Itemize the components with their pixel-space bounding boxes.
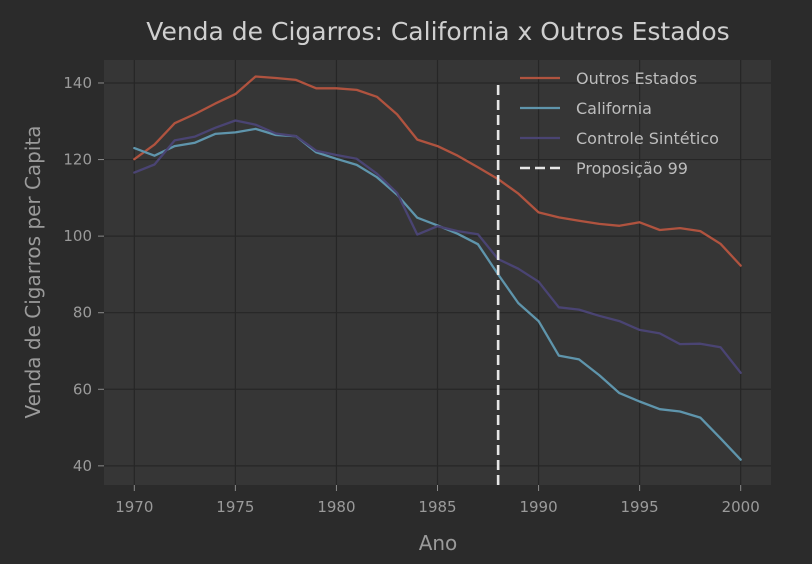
legend: Outros Estados California Controle Sintéti… (520, 69, 719, 178)
series-layer (133, 75, 742, 485)
legend-label: Proposição 99 (576, 159, 688, 178)
x-tick-label: 2000 (722, 498, 760, 516)
x-axis-label: Ano (419, 531, 458, 555)
legend-label: Controle Sintético (576, 129, 719, 148)
y-tick-label: 100 (63, 227, 92, 245)
y-tick-label: 140 (63, 74, 92, 92)
ticks: 1970 1975 1980 1985 1990 1995 2000 40 60 80 100 120… (63, 74, 759, 516)
x-tick-label: 1985 (418, 498, 456, 516)
legend-label: California (576, 99, 652, 118)
x-tick-label: 1980 (317, 498, 355, 516)
y-tick-label: 40 (73, 457, 92, 475)
x-tick-label: 1995 (621, 498, 659, 516)
x-tick-label: 1975 (216, 498, 254, 516)
y-tick-label: 60 (73, 380, 92, 398)
x-tick-label: 1990 (519, 498, 557, 516)
grid (104, 60, 771, 485)
series-line-outros-estados (133, 75, 742, 267)
chart-title: Venda de Cigarros: California x Outros E… (146, 17, 729, 46)
y-tick-label: 120 (63, 151, 92, 169)
x-tick-label: 1970 (115, 498, 153, 516)
series-line-controle-sintetico (133, 119, 742, 374)
y-tick-label: 80 (73, 304, 92, 322)
y-axis-label: Venda de Cigarros per Capita (21, 125, 45, 418)
legend-label: Outros Estados (576, 69, 697, 88)
